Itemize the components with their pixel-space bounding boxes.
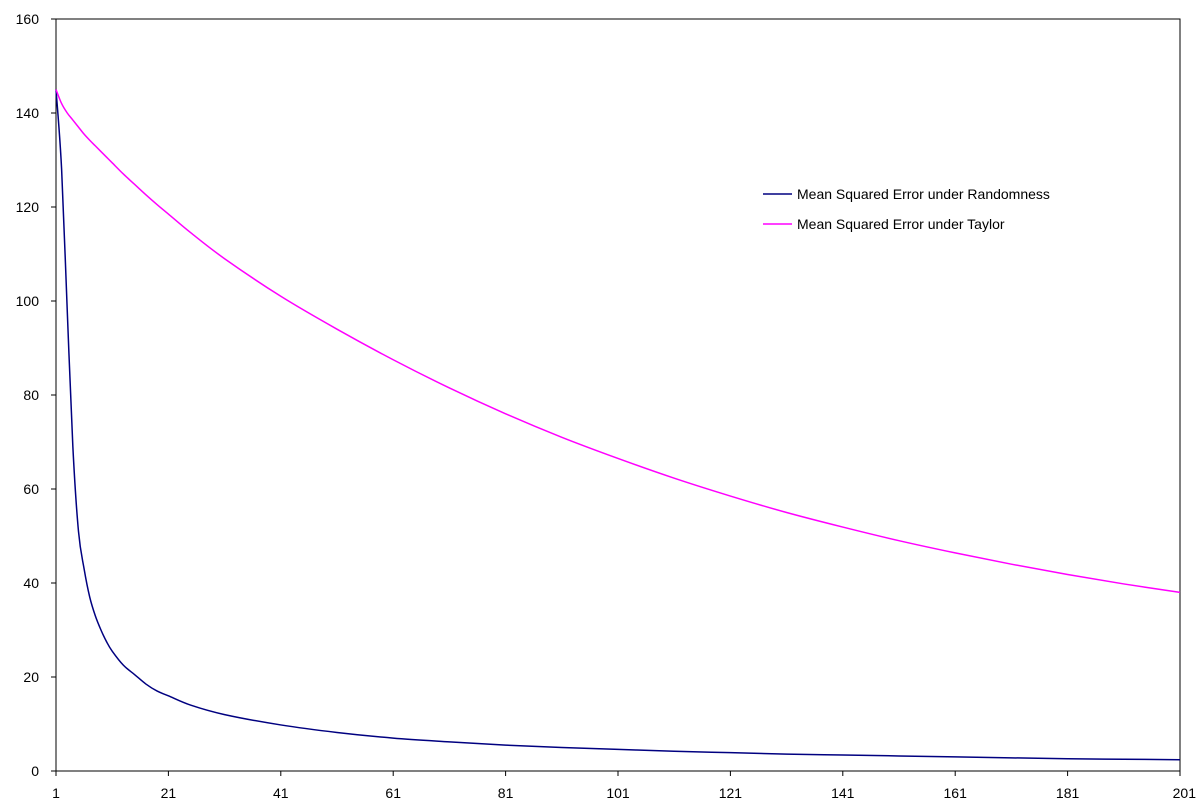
y-tick-label: 140 <box>16 105 40 121</box>
legend-label-randomness: Mean Squared Error under Randomness <box>797 186 1050 202</box>
y-tick-label: 40 <box>23 575 39 591</box>
plot-area <box>55 18 1181 772</box>
x-tick-label: 81 <box>498 785 514 801</box>
y-tick-label: 20 <box>23 669 39 685</box>
y-tick-label: 120 <box>16 199 40 215</box>
y-tick-label: 0 <box>31 763 39 779</box>
x-tick-label: 41 <box>273 785 289 801</box>
x-tick-label: 161 <box>944 785 968 801</box>
x-tick-label: 141 <box>831 785 855 801</box>
y-tick-label: 160 <box>16 11 40 27</box>
x-tick-label: 1 <box>52 785 60 801</box>
x-tick-label: 121 <box>719 785 743 801</box>
y-tick-label: 80 <box>23 387 39 403</box>
x-tick-label: 201 <box>1173 785 1197 801</box>
legend-label-taylor: Mean Squared Error under Taylor <box>797 216 1005 232</box>
x-tick-label: 181 <box>1056 785 1080 801</box>
x-tick-label: 21 <box>161 785 177 801</box>
legend: Mean Squared Error under Randomness Mean… <box>763 186 1050 232</box>
series-lines <box>55 89 1181 761</box>
series-line-taylor <box>55 89 1181 594</box>
y-tick-label: 100 <box>16 293 40 309</box>
y-tick-label: 60 <box>23 481 39 497</box>
series-line-randomness <box>55 89 1181 761</box>
y-axis: 0 20 40 60 80 100 120 140 160 <box>16 11 56 779</box>
x-tick-label: 61 <box>385 785 401 801</box>
x-axis: 1 21 41 61 81 101 121 141 161 181 201 <box>52 771 1196 801</box>
x-tick-label: 101 <box>606 785 630 801</box>
